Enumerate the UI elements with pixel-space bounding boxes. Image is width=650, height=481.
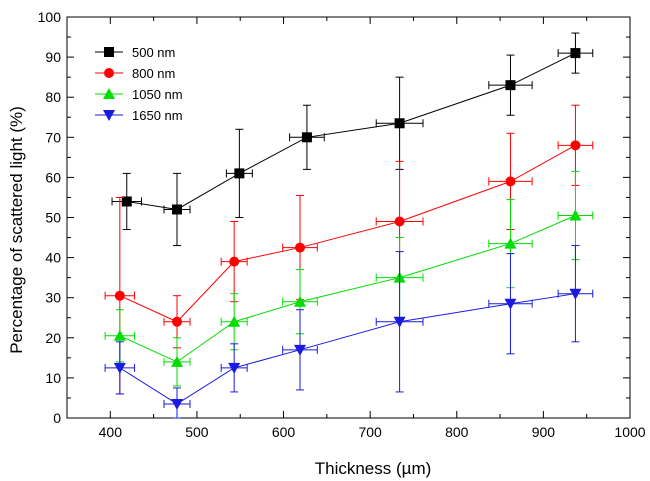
x-tick-label: 1000	[614, 424, 645, 440]
series-line	[126, 52, 576, 211]
y-axis-title: Percentage of scattered light (%)	[7, 106, 26, 354]
data-point	[113, 329, 126, 341]
legend-marker	[104, 47, 114, 57]
data-point	[172, 204, 183, 215]
series-1650-nm	[104, 245, 594, 419]
data-point	[504, 237, 517, 249]
x-axis-title: Thickness (µm)	[315, 459, 432, 478]
data-point	[294, 242, 305, 253]
legend-label: 800 nm	[132, 66, 175, 81]
data-point	[171, 355, 184, 367]
legend-marker	[103, 110, 115, 121]
legend-label: 1050 nm	[132, 87, 183, 102]
data-point	[228, 315, 241, 327]
x-tick-label: 500	[185, 424, 209, 440]
data-point	[121, 196, 132, 207]
data-point	[570, 48, 581, 59]
y-tick-label: 40	[45, 250, 61, 266]
series-line	[119, 215, 576, 363]
x-tick-label: 600	[272, 424, 296, 440]
data-point	[569, 288, 582, 300]
y-tick-label: 80	[45, 89, 61, 105]
y-tick-label: 20	[45, 330, 61, 346]
y-tick-label: 50	[45, 210, 61, 226]
data-point	[114, 290, 125, 301]
data-point	[228, 362, 241, 374]
data-point	[393, 316, 406, 328]
legend-marker	[103, 88, 115, 99]
x-tick-label: 900	[532, 424, 556, 440]
legend: 500 nm 800 nm 1050 nm 1650 nm	[95, 45, 183, 123]
series-800-nm	[104, 104, 594, 395]
plot-area: 400 500 600 700 800 900 1000 0 10 20 30 40 50 60 70 80 9…	[38, 9, 646, 440]
x-tick-label: 400	[99, 424, 123, 440]
y-axis-title-group: Percentage of scattered light (%)	[7, 106, 26, 354]
series-1050-nm	[104, 170, 594, 387]
data-point	[394, 216, 405, 227]
y-tick-label: 30	[45, 290, 61, 306]
data-point	[570, 140, 581, 151]
series-line	[119, 144, 576, 323]
y-tick-label: 100	[38, 9, 62, 25]
y-tick-label: 70	[45, 129, 61, 145]
legend-marker	[104, 68, 114, 78]
legend-label: 1650 nm	[132, 108, 183, 123]
data-point	[234, 168, 245, 179]
x-tick-label: 700	[358, 424, 382, 440]
data-point	[113, 362, 126, 374]
data-point	[569, 209, 582, 221]
data-point	[504, 298, 517, 310]
y-tick-label: 0	[53, 410, 61, 426]
x-tick-label: 800	[445, 424, 469, 440]
y-tick-label: 90	[45, 49, 61, 65]
data-point	[505, 176, 516, 187]
data-point	[293, 344, 306, 356]
data-point	[293, 295, 306, 307]
y-tick-label: 60	[45, 169, 61, 185]
data-point	[394, 118, 405, 129]
data-point	[505, 80, 516, 91]
data-point	[301, 132, 312, 143]
y-tick-label: 10	[45, 370, 61, 386]
series-500-nm	[111, 32, 594, 247]
data-point	[171, 398, 184, 410]
legend-label: 500 nm	[132, 45, 175, 60]
data-point	[172, 316, 183, 327]
data-point	[229, 256, 240, 267]
